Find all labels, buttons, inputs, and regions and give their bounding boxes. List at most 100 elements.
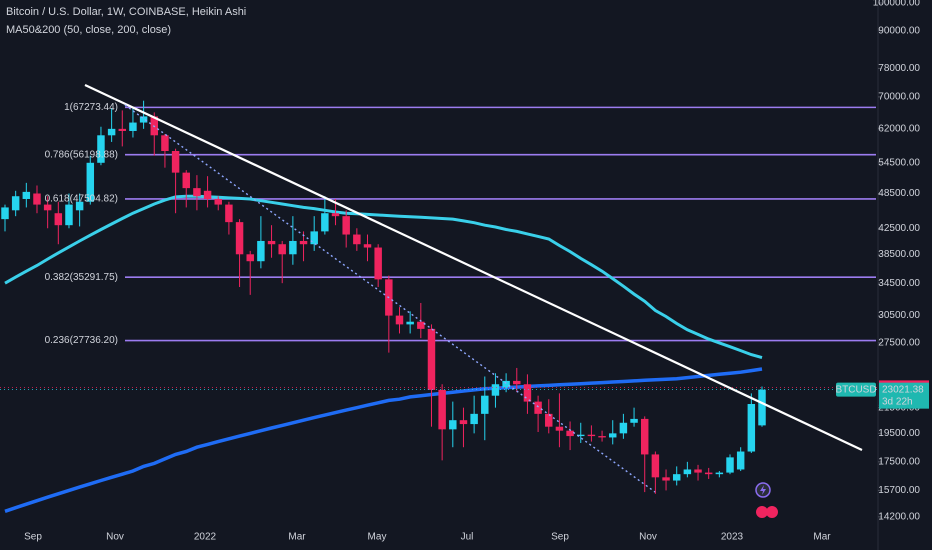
candle-body: [672, 474, 681, 481]
symbol-label: BTCUSD: [835, 384, 876, 395]
y-tick-label: 19500.00: [878, 428, 920, 439]
candle-body: [651, 454, 660, 478]
candle-body: [438, 389, 446, 430]
candle-body: [299, 240, 308, 245]
candle-body: [704, 472, 713, 475]
candle-body: [523, 384, 532, 402]
candle-body: [86, 162, 95, 202]
y-tick-label: 48500.00: [878, 188, 920, 199]
fib-label: 0.786(56198.88): [45, 149, 118, 160]
y-tick-label: 27500.00: [878, 338, 920, 349]
candle-body: [129, 122, 137, 131]
candle-body: [481, 395, 489, 414]
candle-body: [363, 244, 372, 248]
candle-body: [267, 240, 276, 245]
candle-body: [33, 193, 41, 205]
candle-body: [640, 418, 649, 455]
y-tick-label: 15700.00: [878, 485, 920, 496]
y-tick-label: 70000.00: [878, 92, 920, 103]
candle-body: [758, 389, 766, 426]
last-price-box: [879, 382, 929, 409]
ma-line: [4, 367, 763, 513]
event-icons: [755, 482, 778, 518]
x-tick-label: Sep: [551, 532, 569, 543]
y-tick-label: 100000.00: [873, 0, 921, 9]
candle-body: [449, 420, 457, 430]
candle-body: [459, 420, 468, 425]
candle-body: [107, 128, 116, 136]
candle-body: [310, 231, 318, 245]
y-tick-label: 34500.00: [878, 278, 920, 289]
y-tick-label: 42500.00: [878, 223, 920, 234]
fib-label: 0.236(27736.20): [45, 335, 118, 346]
candle-body: [97, 135, 105, 163]
candle-body: [235, 222, 244, 255]
candle-body: [278, 244, 286, 255]
y-tick-label: 30500.00: [878, 310, 920, 321]
candle-body: [491, 384, 500, 396]
flag-icon[interactable]: [756, 506, 768, 518]
candle-body: [630, 418, 638, 423]
y-tick-label: 62000.00: [878, 123, 920, 134]
y-tick-label: 14200.00: [878, 511, 920, 522]
symbol-box: [836, 382, 876, 397]
trend-line: [84, 84, 863, 451]
candle-body: [566, 430, 574, 437]
x-tick-label: 2023: [721, 532, 744, 543]
candle-body: [534, 401, 542, 414]
candle-body: [417, 321, 425, 329]
candle-body: [694, 469, 702, 473]
dotted-trend-line: [124, 104, 656, 493]
lightning-icon: [760, 485, 766, 495]
candle-body: [193, 188, 201, 197]
candle-body: [225, 204, 233, 223]
candle-body: [75, 201, 84, 211]
candle-body: [321, 213, 329, 232]
candle-body: [118, 128, 127, 131]
candle-body: [715, 472, 724, 475]
candle-body: [203, 190, 212, 199]
fib-label: 1(67273.44): [64, 102, 118, 113]
indicator-label: MA50&200 (50, close, 200, close): [6, 24, 171, 36]
candle-body: [427, 328, 436, 390]
candle-body: [470, 413, 478, 425]
candle-body: [747, 404, 756, 452]
x-tick-label: Jul: [461, 532, 474, 543]
candle-body: [11, 196, 20, 211]
x-tick-label: Mar: [813, 532, 831, 543]
chart-title: Bitcoin / U.S. Dollar, 1W, COINBASE, Hei…: [6, 6, 246, 18]
candle-body: [161, 135, 169, 151]
candle-body: [726, 457, 734, 473]
candle-body: [22, 191, 31, 199]
candle-body: [54, 213, 63, 226]
candle-body: [171, 150, 180, 173]
candle-body: [577, 434, 585, 437]
candle-body: [331, 213, 340, 217]
candle-body: [587, 434, 596, 437]
y-tick-label: 54500.00: [878, 157, 920, 168]
candle-body: [545, 413, 553, 427]
fib-label: 0.382(35291.75): [45, 272, 118, 283]
candle-body: [609, 433, 617, 438]
candle-body: [374, 247, 382, 280]
candle-body: [182, 172, 190, 189]
candle-body: [43, 204, 52, 211]
last-price-label: 23021.38: [882, 384, 924, 395]
ma-line: [4, 194, 763, 360]
x-tick-label: 2022: [194, 532, 217, 543]
candle-body: [342, 216, 350, 235]
candle-body: [246, 254, 254, 262]
flag-icon[interactable]: [766, 506, 778, 518]
candle-body: [353, 234, 361, 245]
y-tick-label: 17500.00: [878, 456, 920, 467]
x-tick-label: Nov: [639, 532, 657, 543]
countdown-label: 3d 22h: [882, 396, 913, 407]
candle-body: [214, 198, 222, 205]
x-tick-label: Mar: [288, 532, 306, 543]
candle-body: [406, 321, 414, 325]
candle-body: [683, 469, 692, 475]
candle-body: [513, 380, 521, 385]
candle-body: [257, 240, 265, 262]
